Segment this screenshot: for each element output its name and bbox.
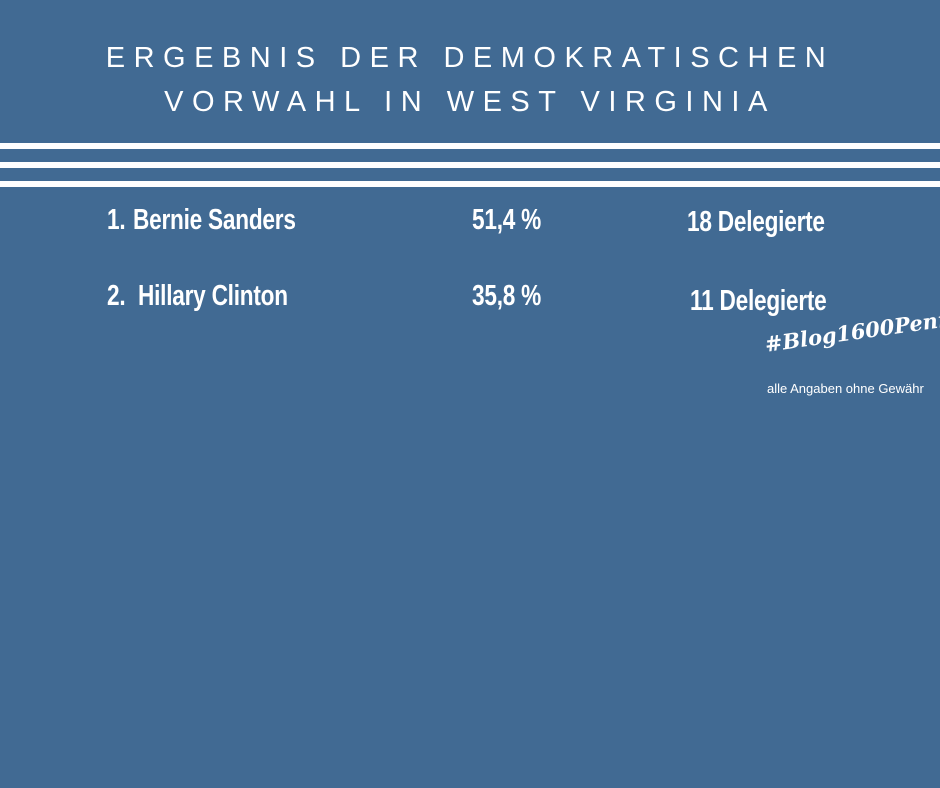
rank: 1. <box>107 204 126 236</box>
disclaimer: alle Angaben ohne Gewähr <box>767 381 924 396</box>
title-line: VORWAHL IN WEST VIRGINIA <box>164 86 776 118</box>
candidate-name: Bernie Sanders <box>133 204 296 236</box>
stripe <box>0 181 940 187</box>
stripe <box>0 162 940 168</box>
stripe <box>0 143 940 149</box>
title-line: ERGEBNIS DER DEMOKRATISCHEN <box>105 42 835 74</box>
delegates: 18 Delegierte <box>687 206 825 238</box>
rank: 2. <box>107 280 126 312</box>
candidate-name: Hillary Clinton <box>138 280 288 312</box>
delegates: 11 Delegierte <box>690 285 827 317</box>
percent: 35,8 % <box>472 280 542 312</box>
percent: 51,4 % <box>472 204 542 236</box>
